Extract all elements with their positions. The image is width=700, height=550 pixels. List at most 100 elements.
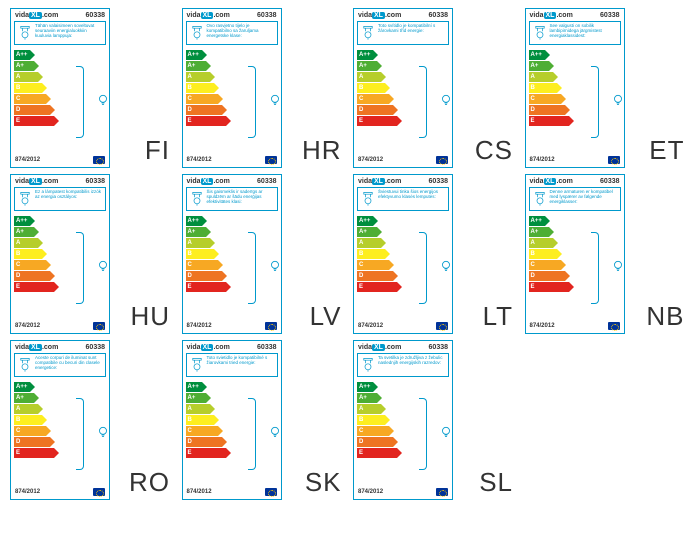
lamp-icon: [189, 24, 205, 42]
label-footer: 874/2012: [357, 154, 449, 164]
energy-class-letter: D: [14, 107, 20, 113]
energy-rating-scale: A++A+ABCDE: [186, 50, 278, 154]
energy-class-C: C: [14, 94, 54, 104]
energy-class-letter: B: [186, 85, 192, 91]
energy-class-D: D: [14, 271, 54, 281]
energy-class-letter: B: [357, 85, 363, 91]
energy-class-letter: A+: [357, 63, 367, 69]
energy-label-card: vidaXL.com60338Toto svítidlo je kompatib…: [353, 8, 453, 168]
bracket-indicator: [226, 216, 278, 320]
compatibility-text: Šviestuvui tinka šios energijos efektyvu…: [376, 190, 446, 208]
energy-class-E: E: [14, 282, 54, 292]
eu-flag-icon: [93, 488, 105, 496]
energy-class-letter: A+: [186, 63, 196, 69]
energy-class-B: B: [186, 249, 226, 259]
bulb-icon: [268, 259, 282, 278]
energy-class-E: E: [529, 116, 569, 126]
product-code: 60338: [86, 12, 105, 19]
brand-logo: vidaXL.com: [15, 178, 58, 185]
brand-logo: vidaXL.com: [187, 178, 230, 185]
brand-logo: vidaXL.com: [187, 12, 230, 19]
energy-class-letter: A: [186, 74, 192, 80]
label-header: vidaXL.com 60338: [14, 344, 106, 352]
language-code: NB: [629, 301, 685, 334]
energy-class-letter: A: [357, 240, 363, 246]
energy-rating-scale: A++A+ABCDE: [357, 50, 449, 154]
energy-class-B: B: [186, 415, 226, 425]
regulation-number: 874/2012: [358, 157, 383, 163]
language-code: HU: [114, 301, 170, 334]
product-code: 60338: [86, 344, 105, 351]
energy-class-A: A: [529, 238, 569, 248]
energy-label-card: vidaXL.com60338See valgusti on sobilik l…: [525, 8, 625, 168]
energy-class-D: D: [357, 271, 397, 281]
energy-class-letter: A+: [186, 229, 196, 235]
energy-class-letter: E: [14, 450, 20, 456]
compatibility-text: Denne armaturen er kompatibel med lyspær…: [548, 190, 618, 208]
energy-class-letter: A++: [14, 52, 27, 58]
label-footer: 874/2012: [14, 154, 106, 164]
energy-label-card: vidaXL.com60338 Ovo rasvjetno tijelo je k…: [182, 8, 282, 168]
product-code: 60338: [429, 12, 448, 19]
compatibility-text: Ovo rasvjetno tijelo je kompatibilno sa …: [205, 24, 275, 42]
lamp-icon: [360, 356, 376, 374]
energy-class-C: C: [14, 260, 54, 270]
lamp-icon: [17, 24, 33, 42]
language-code: LT: [457, 301, 513, 334]
energy-class-letter: A: [357, 406, 363, 412]
energy-label-cell: vidaXL.com60338Ez a lámpatest kompatibil…: [10, 174, 176, 334]
bulb-icon: [268, 425, 282, 444]
lamp-icon: [360, 24, 376, 42]
compatibility-box: Toto svítidlo je kompatibilní s žárovkam…: [357, 21, 449, 45]
bracket-indicator: [397, 382, 449, 486]
lamp-icon: [189, 356, 205, 374]
energy-arrows: A++A+ABCDE: [357, 50, 397, 154]
energy-class-Aplusplus: A++: [529, 50, 569, 60]
energy-class-letter: A++: [357, 218, 370, 224]
energy-class-C: C: [357, 94, 397, 104]
energy-class-B: B: [14, 249, 54, 259]
energy-class-Aplus: A+: [357, 227, 397, 237]
energy-class-B: B: [357, 249, 397, 259]
lamp-icon: [17, 190, 33, 208]
energy-rating-scale: A++A+ABCDE: [186, 382, 278, 486]
energy-rating-scale: A++A+ABCDE: [357, 216, 449, 320]
energy-label-cell: vidaXL.com60338Šviestuvui tinka šios ene…: [353, 174, 519, 334]
energy-class-letter: A: [14, 406, 20, 412]
energy-class-letter: C: [14, 96, 20, 102]
compatibility-box: Šviestuvui tinka šios energijos efektyvu…: [357, 187, 449, 211]
energy-class-letter: D: [357, 273, 363, 279]
brand-logo: vidaXL.com: [15, 344, 58, 351]
label-header: vidaXL.com60338: [14, 178, 106, 186]
energy-class-letter: E: [14, 118, 20, 124]
energy-class-letter: E: [357, 118, 363, 124]
energy-arrows: A++A+ABCDE: [529, 216, 569, 320]
energy-class-letter: C: [14, 262, 20, 268]
brand-logo: vidaXL.com: [358, 344, 401, 351]
energy-class-letter: A: [529, 74, 535, 80]
energy-class-A: A: [14, 72, 54, 82]
energy-class-letter: A: [14, 74, 20, 80]
energy-class-letter: B: [529, 251, 535, 257]
energy-label-card: vidaXL.com60338Denne armaturen er kompat…: [525, 174, 625, 334]
energy-class-Aplus: A+: [357, 61, 397, 71]
energy-arrows: A++A+ABCDE: [186, 216, 226, 320]
energy-label-cell: vidaXL.com60338Šis gaismeklis ir saderīg…: [182, 174, 348, 334]
energy-class-Aplusplus: A++: [186, 216, 226, 226]
energy-class-C: C: [186, 94, 226, 104]
bracket-indicator: [54, 216, 106, 320]
energy-class-letter: C: [357, 262, 363, 268]
energy-class-letter: A+: [529, 63, 539, 69]
energy-label-cell: vidaXL.com60338See valgusti on sobilik l…: [525, 8, 691, 168]
energy-arrows: A++A+ABCDE: [14, 50, 54, 154]
energy-class-letter: C: [529, 262, 535, 268]
energy-class-letter: A++: [14, 384, 27, 390]
label-header: vidaXL.com60338: [186, 12, 278, 20]
energy-class-A: A: [357, 72, 397, 82]
language-code: ET: [629, 135, 685, 168]
bracket-indicator: [569, 50, 621, 154]
energy-class-D: D: [14, 437, 54, 447]
energy-class-letter: A+: [14, 229, 24, 235]
energy-class-letter: C: [357, 428, 363, 434]
energy-class-Aplus: A+: [14, 393, 54, 403]
